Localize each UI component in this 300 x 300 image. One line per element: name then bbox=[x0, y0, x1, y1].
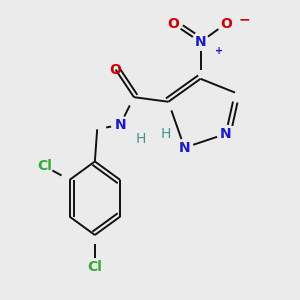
Text: O: O bbox=[110, 63, 122, 76]
Text: Cl: Cl bbox=[37, 159, 52, 173]
Text: O: O bbox=[220, 17, 232, 31]
Text: N: N bbox=[178, 141, 190, 155]
Text: −: − bbox=[238, 12, 250, 26]
Text: N: N bbox=[195, 35, 206, 49]
Text: +: + bbox=[215, 46, 223, 56]
Text: H: H bbox=[136, 131, 146, 146]
Text: Cl: Cl bbox=[87, 260, 102, 274]
Text: O: O bbox=[167, 17, 179, 31]
Text: N: N bbox=[220, 127, 232, 141]
Text: N: N bbox=[114, 118, 126, 132]
Text: H: H bbox=[161, 127, 171, 141]
